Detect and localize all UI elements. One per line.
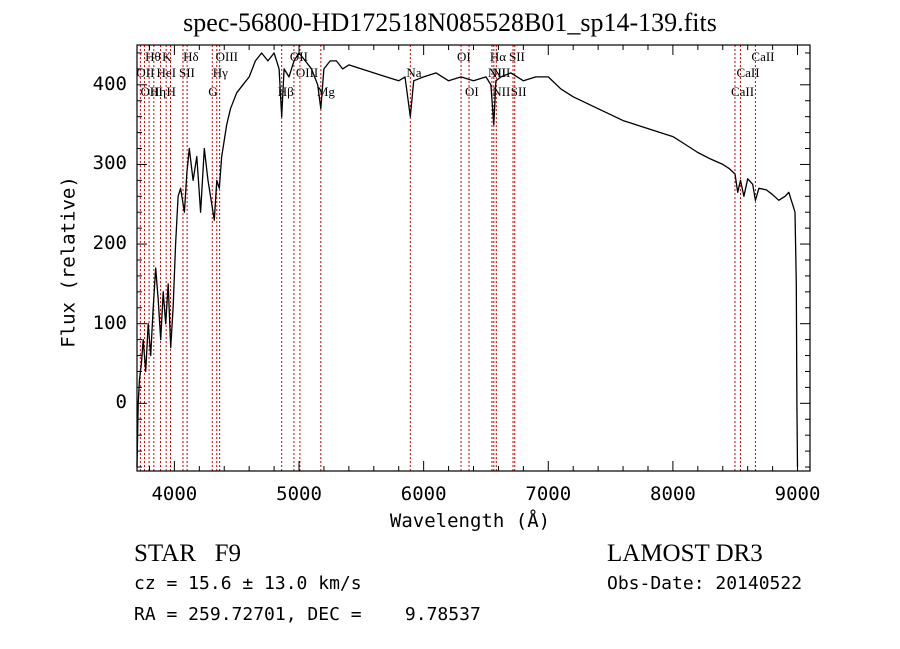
- spectral-line-label: HeI: [156, 65, 177, 80]
- x-tick-label: 7000: [525, 483, 572, 505]
- object-classification: STAR F9: [134, 541, 241, 566]
- line-markers: [139, 45, 756, 471]
- spectral-line-label: SII: [178, 65, 195, 80]
- y-tick-label: 300: [92, 152, 127, 175]
- obs-date: Obs-Date: 20140522: [607, 573, 803, 594]
- spectral-line-label: OII: [136, 65, 155, 80]
- y-tick-label: 0: [115, 391, 127, 414]
- object-class: STAR: [134, 540, 196, 567]
- y-axis-label: Flux (relative): [57, 176, 80, 348]
- spectral-line-label: SII: [509, 49, 525, 64]
- spectral-line-label: OII: [289, 49, 308, 64]
- spectral-line-label: Na: [406, 65, 422, 80]
- axis-ticks: [137, 45, 810, 471]
- spectral-line-label: NII: [492, 65, 511, 80]
- spectral-line-label: OI: [465, 84, 479, 99]
- survey-name: LAMOST DR3: [607, 540, 763, 567]
- plot-frame: [136, 44, 811, 472]
- spectral-line-label: Hβ: [277, 84, 294, 99]
- spectral-line-label: H: [166, 84, 176, 99]
- x-axis-label: Wavelength (Å): [389, 510, 551, 532]
- spectral-line-label: NII: [487, 65, 506, 80]
- x-tick-label: 6000: [400, 483, 447, 505]
- spectral-line-label: Hθ: [145, 49, 161, 64]
- y-tick-label: 400: [92, 72, 127, 95]
- spectral-line-label: NII: [492, 84, 511, 99]
- spectral-line-label: SII: [510, 84, 527, 99]
- x-tick-label: 5000: [276, 483, 322, 505]
- spectral-line-label: OIII: [215, 49, 239, 64]
- x-tick-label: 9000: [774, 483, 821, 505]
- spectral-line-label: Hη: [149, 84, 166, 99]
- chart-title: spec-56800-HD172518N085528B01_sp14-139.f…: [183, 8, 717, 37]
- coordinates: RA = 259.72701, DEC = 9.78537: [134, 604, 481, 625]
- x-tick-label: 8000: [650, 483, 696, 505]
- spectral-line-label: Hδ: [183, 49, 199, 64]
- spectrum-series: [136, 52, 799, 468]
- spectral-line-label: Hγ: [212, 65, 228, 80]
- object-subclass: F9: [214, 540, 242, 567]
- spectral-line-label: Mg: [316, 84, 335, 99]
- spectral-line-label: K: [162, 49, 172, 64]
- spectral-line-label: CaII: [730, 84, 755, 99]
- redshift-text: cz = 15.6 ± 13.0 km/s: [134, 573, 362, 594]
- spectral-line-label: Hα: [489, 49, 507, 64]
- y-tick-label: 200: [92, 232, 127, 255]
- spectral-line-label: OIII: [295, 65, 319, 80]
- y-tick-label: 100: [92, 311, 127, 334]
- spectral-line-label: CaII: [736, 65, 760, 80]
- spectral-line-label: G: [208, 84, 218, 99]
- x-tick-label: 4000: [151, 483, 198, 505]
- spectral-line-label: OI: [457, 49, 471, 64]
- spectral-line-label: CaII: [751, 49, 775, 64]
- spectral-line-label: OIII: [140, 84, 163, 99]
